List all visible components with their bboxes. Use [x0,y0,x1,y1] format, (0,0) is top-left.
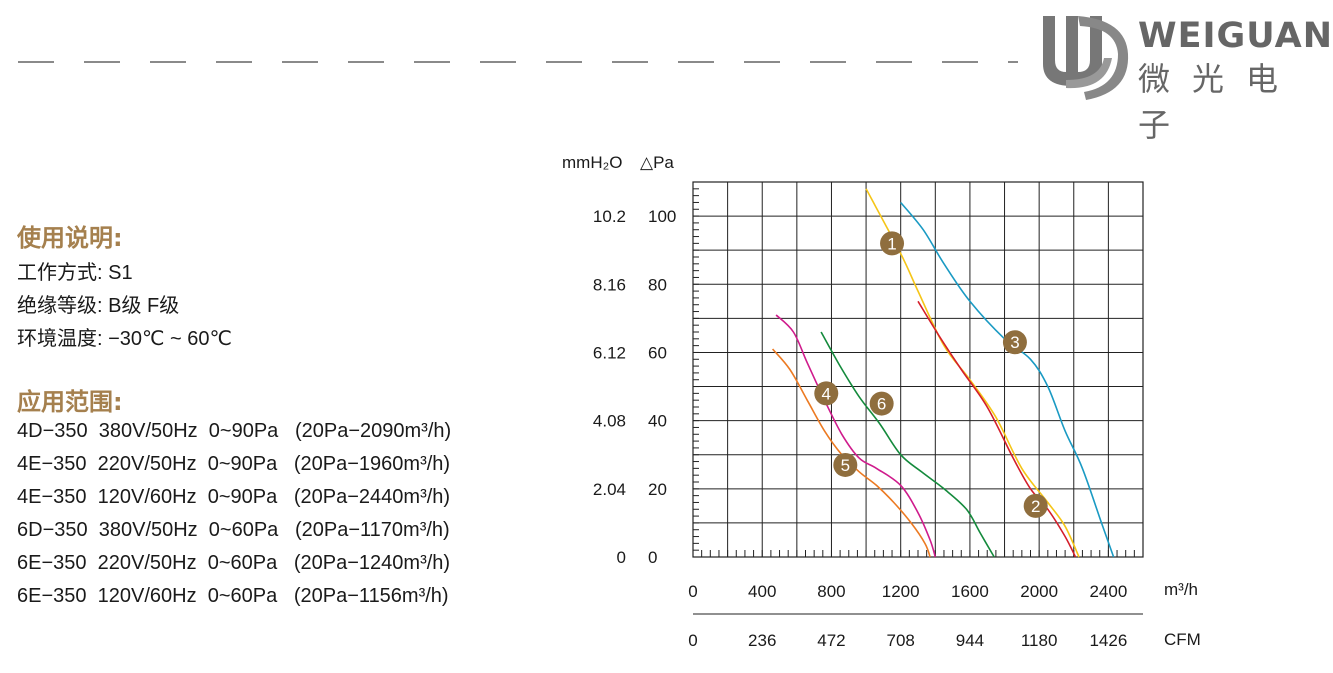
x-tick-label-m3h: 0 [688,582,697,601]
x-tick-label-m3h: 1600 [951,582,989,601]
usage-line-work-mode: 工作方式: S1 [17,262,133,284]
series-line-3 [900,201,1115,558]
y-tick-label-mmh2o: 10.2 [593,207,626,226]
series-badge-label-3: 3 [1010,333,1019,352]
y-tick-label-mmh2o: 2.04 [593,480,626,499]
x-tick-label-m3h: 800 [817,582,845,601]
model-line: 4E−350 220V/50Hz 0~90Pa (20Pa−1960m³/h) [17,453,451,475]
brand-logo: WEIGUANG 微光电子 [1038,14,1333,144]
series-badge-label-4: 4 [822,384,831,403]
y-tick-label-pa: 20 [648,480,667,499]
series-badge-label-1: 1 [887,234,896,253]
series-badge-4 [814,381,839,406]
series-badge-label-2: 2 [1031,497,1040,516]
series-badge-1 [880,231,905,256]
usage-line-insulation: 绝缘等级: B级 F级 [17,295,180,317]
x-tick-label-cfm: 1180 [1021,631,1058,650]
x-tick-label-m3h: 2400 [1089,582,1127,601]
x-axis-unit-cfm: CFM [1164,630,1201,649]
series-line-5 [771,348,931,558]
series-badge-label-6: 6 [877,395,886,414]
y-axis-label-pa: △Pa [640,153,674,172]
header-dashed-rule [18,61,1018,63]
x-tick-label-cfm: 1426 [1089,631,1127,650]
x-tick-label-cfm: 472 [817,631,845,650]
usage-line-temperature: 环境温度: −30℃ ~ 60℃ [17,328,232,350]
y-tick-label-mmh2o: 0 [617,548,626,567]
x-tick-label-m3h: 1200 [882,582,920,601]
x-tick-label-cfm: 236 [748,631,776,650]
y-tick-label-pa: 60 [648,343,667,362]
x-tick-label-m3h: 2000 [1020,582,1058,601]
x-tick-label-cfm: 944 [956,631,984,650]
brand-name-en: WEIGUANG [1138,16,1333,56]
series-badge-3 [1002,330,1027,355]
weiguang-logo-mark-icon [1043,16,1129,100]
series-badge-label-5: 5 [841,456,850,475]
model-line: 4E−350 120V/60Hz 0~90Pa (20Pa−2440m³/h) [17,486,451,508]
x-tick-label-cfm: 0 [688,631,697,650]
y-tick-label-pa: 40 [648,412,667,431]
y-tick-label-pa: 80 [648,275,667,294]
series-line-4 [775,314,937,558]
brand-name-cn: 微光电子 [1138,60,1301,144]
y-tick-label-mmh2o: 6.12 [593,343,626,362]
x-axis-unit-m3h: m³/h [1164,580,1198,599]
y-tick-label-pa: 0 [648,548,657,567]
series-line-1 [865,188,1080,558]
plot-frame [692,181,1144,558]
x-tick-label-cfm: 708 [887,631,915,650]
model-line: 6E−350 220V/50Hz 0~60Pa (20Pa−1240m³/h) [17,552,451,574]
y-tick-label-mmh2o: 4.08 [593,412,626,431]
y-tick-label-pa: 100 [648,207,676,226]
series-line-2 [917,300,1077,558]
model-line: 6D−350 380V/50Hz 0~60Pa (20Pa−1170m³/h) [17,519,450,541]
y-axis-label-mmh2o: mmH₂O [562,153,622,172]
series-badge-2 [1023,493,1048,518]
series-badge-5 [833,452,858,477]
model-line: 6E−350 120V/60Hz 0~60Pa (20Pa−1156m³/h) [17,585,449,607]
series-line-6 [820,331,995,558]
usage-title: 使用说明: [17,224,123,252]
model-line: 4D−350 380V/50Hz 0~90Pa (20Pa−2090m³/h) [17,420,452,442]
y-tick-label-mmh2o: 8.16 [593,275,626,294]
x-tick-label-m3h: 400 [748,582,776,601]
application-title: 应用范围: [17,388,123,416]
series-badge-6 [869,391,894,416]
